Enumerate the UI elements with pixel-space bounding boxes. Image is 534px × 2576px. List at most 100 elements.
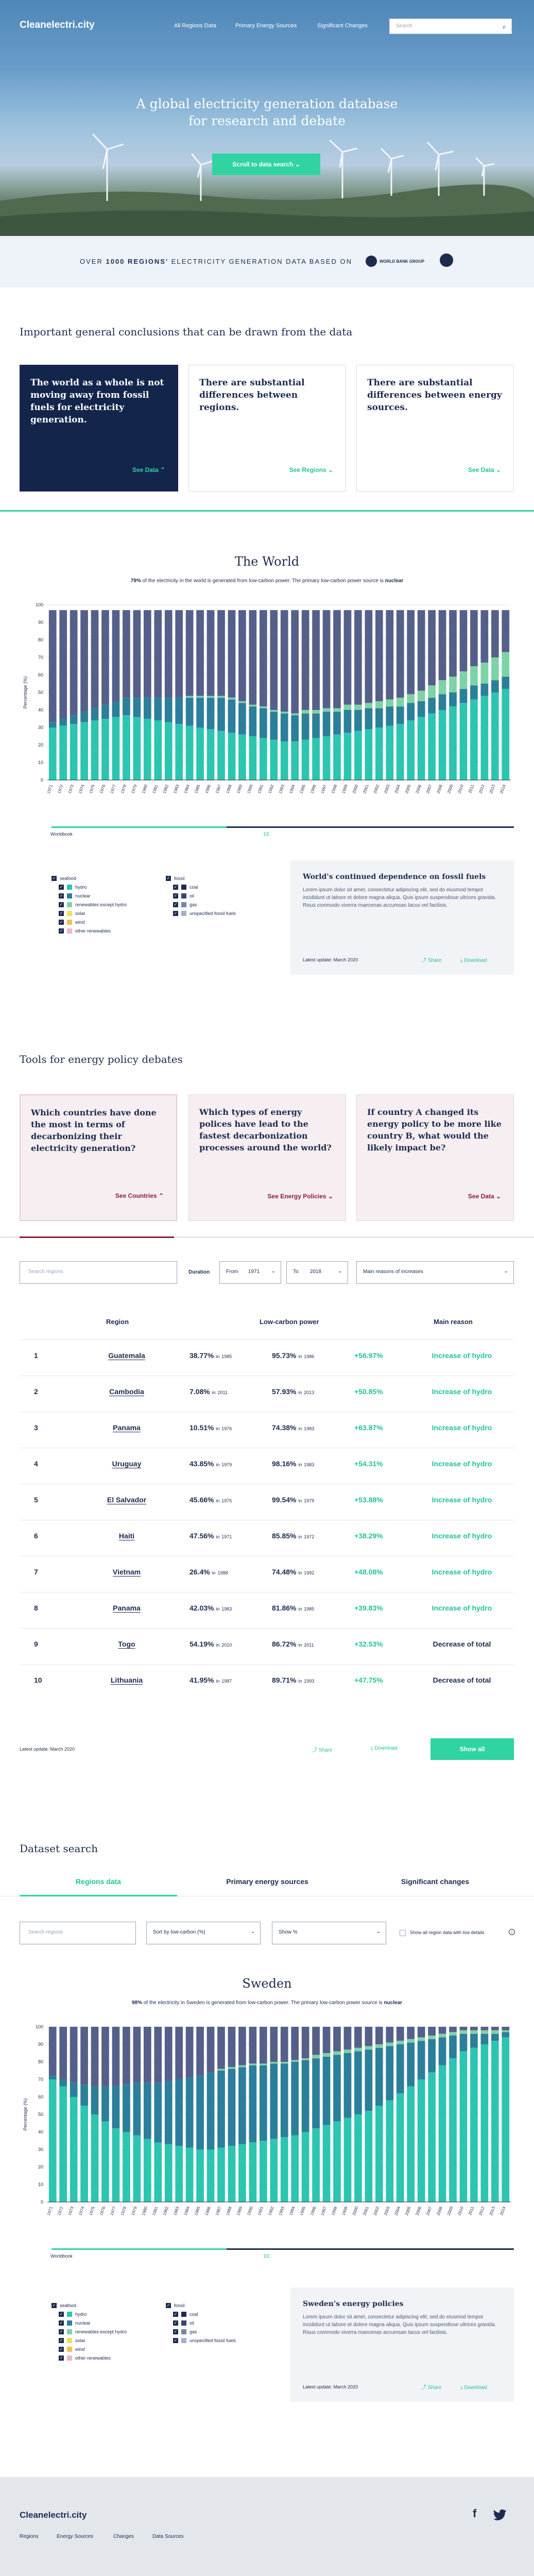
region-link[interactable]: El Salvador [107, 1496, 147, 1504]
table-row[interactable]: 3 Panama 10.51% in 1976 74.38% in 1983 +63.8… [20, 1412, 514, 1443]
legend-checkbox[interactable]: ✓ [166, 875, 171, 881]
legend-checkbox[interactable]: ✓ [59, 902, 64, 907]
search-input[interactable]: Search ⌕ [389, 19, 512, 34]
legend-item[interactable]: ✓ hydro [59, 2311, 87, 2317]
legend-checkbox[interactable]: ✓ [166, 2302, 171, 2308]
table-row[interactable]: 10 Lithuania 41.95% in 1987 89.71% in 1993 +… [20, 1664, 514, 1695]
legend-item[interactable]: ✓ coal [173, 884, 198, 890]
legend-checkbox[interactable]: ✓ [59, 910, 64, 916]
see-data-link[interactable]: See Data ⌃ [132, 466, 165, 473]
region-link[interactable]: Cambodia [109, 1387, 144, 1396]
table-row[interactable]: 4 Uruguay 43.85% in 1979 98.16% in 1983 +54.… [20, 1448, 514, 1479]
see-countries-link[interactable]: See Countries ⌃ [115, 1192, 164, 1199]
legend-item[interactable]: ✓ unspecified fossil fuels [173, 910, 236, 916]
see-data-link[interactable]: See Data ⌄ [468, 1193, 501, 1200]
legend-item[interactable]: ✓ oil [173, 893, 195, 899]
legend-item[interactable]: ✓ other renewables [59, 2355, 111, 2361]
legend-checkbox[interactable]: ✓ [51, 875, 57, 881]
legend-item[interactable]: ✓ seafood [51, 875, 77, 881]
region-search-input[interactable]: Search regions [20, 1261, 177, 1284]
legend-item[interactable]: ✓ seafood [51, 2302, 77, 2308]
legend-checkbox[interactable]: ✓ [173, 2320, 178, 2326]
nav-primary-energy[interactable]: Primary Energy Sources [235, 23, 297, 29]
legend-checkbox[interactable]: ✓ [173, 884, 178, 890]
conclusion-card-1[interactable]: The world as a whole is not moving away … [20, 365, 178, 492]
region-link[interactable]: Haiti [118, 1532, 135, 1540]
facebook-icon[interactable]: f [473, 2507, 477, 2520]
to-year-select[interactable]: To 2018 ⌄ [286, 1261, 348, 1284]
legend-checkbox[interactable]: ✓ [59, 928, 64, 934]
legend-item[interactable]: ✓ gas [173, 902, 197, 907]
legend-item[interactable]: ✓ nuclear [59, 2320, 91, 2326]
reason-select[interactable]: Main reasons of increases ⌄ [356, 1261, 514, 1284]
footer-link-energy[interactable]: Energy Sources [57, 2534, 94, 2539]
conclusion-card-2[interactable]: There are substantial differences betwee… [188, 365, 346, 492]
table-row[interactable]: 7 Vietnam 26.4% in 1988 74.48% in 1992 +48.0… [20, 1556, 514, 1587]
scroll-to-search-button[interactable]: Scroll to data search ⌄ [212, 154, 320, 175]
legend-checkbox[interactable]: ✓ [173, 893, 178, 899]
show-all-button[interactable]: Show all [430, 1738, 514, 1760]
conclusion-card-3[interactable]: There are substantial differences betwee… [356, 365, 514, 492]
search-icon[interactable]: ⌕ [502, 23, 506, 30]
see-regions-link[interactable]: See Regions ⌄ [289, 466, 333, 473]
footer-link-changes[interactable]: Changes [113, 2534, 134, 2539]
table-row[interactable]: 1 Guatemala 38.77% in 1985 95.73% in 1986 +5… [20, 1340, 514, 1370]
nav-significant-changes[interactable]: Significant Changes [317, 23, 368, 29]
legend-checkbox[interactable]: ✓ [59, 893, 64, 899]
legend-item[interactable]: ✓ renewables except hydro [59, 902, 127, 907]
info-icon[interactable]: i [509, 1929, 515, 1935]
region-link[interactable]: Panama [113, 1604, 141, 1612]
footer-link-regions[interactable]: Regions [20, 2534, 39, 2539]
region-link[interactable]: Guatemala [108, 1351, 145, 1360]
legend-checkbox[interactable]: ✓ [59, 2337, 64, 2343]
legend-checkbox[interactable]: ✓ [59, 2346, 64, 2352]
low-details-checkbox[interactable] [400, 1930, 406, 1936]
legend-checkbox[interactable]: ✓ [59, 2329, 64, 2334]
legend-checkbox[interactable]: ✓ [173, 910, 178, 916]
dataset-search-input[interactable]: Search regions [20, 1922, 136, 1944]
legend-item[interactable]: ✓ coal [173, 2311, 198, 2317]
legend-checkbox[interactable]: ✓ [59, 2311, 64, 2317]
legend-checkbox[interactable]: ✓ [59, 884, 64, 890]
legend-item[interactable]: ✓ solar [59, 910, 85, 916]
from-year-select[interactable]: From 1971 ⌄ [219, 1261, 281, 1284]
table-row[interactable]: 2 Cambodia 7.08% in 2011 57.93% in 2013 +50.… [20, 1376, 514, 1406]
legend-item[interactable]: ✓ nuclear [59, 893, 91, 899]
table-row[interactable]: 9 Togo 54.19% in 2010 86.72% in 2011 +32.53%… [20, 1628, 514, 1659]
legend-checkbox[interactable]: ✓ [59, 2320, 64, 2326]
nav-all-regions[interactable]: All Regions Data [174, 23, 216, 29]
table-row[interactable]: 8 Panama 42.03% in 1983 81.86% in 1985 +39.8… [20, 1592, 514, 1623]
legend-checkbox[interactable]: ✓ [173, 2311, 178, 2317]
legend-item[interactable]: ✓ fossil [166, 875, 185, 881]
download-button[interactable]: ⤓ Download [460, 958, 487, 963]
region-link[interactable]: Lithuania [110, 1676, 143, 1684]
tab-significant-changes[interactable]: Significant changes [401, 1877, 470, 1886]
range-slider-track[interactable] [51, 2248, 514, 2250]
tab-primary-sources[interactable]: Primary energy sources [226, 1877, 308, 1886]
legend-item[interactable]: ✓ gas [173, 2329, 197, 2334]
tab-regions-data[interactable]: Regions data [76, 1877, 121, 1886]
show-select[interactable]: Show % ⌄ [272, 1922, 386, 1944]
region-link[interactable]: Uruguay [112, 1460, 142, 1468]
twitter-icon[interactable] [493, 2509, 507, 2520]
legend-item[interactable]: ✓ renewables except hydro [59, 2329, 127, 2334]
region-link[interactable]: Togo [118, 1640, 135, 1648]
legend-item[interactable]: ✓ wind [59, 2346, 85, 2352]
table-row[interactable]: 5 El Salvador 45.66% in 1975 99.54% in 1979… [20, 1484, 514, 1515]
region-link[interactable]: Vietnam [112, 1568, 141, 1576]
legend-item[interactable]: ✓ oil [173, 2320, 195, 2326]
legend-item[interactable]: ✓ solar [59, 2337, 85, 2343]
see-data-link[interactable]: See Data ⌄ [468, 466, 501, 473]
legend-checkbox[interactable]: ✓ [173, 2337, 178, 2343]
legend-checkbox[interactable]: ✓ [173, 2329, 178, 2334]
legend-checkbox[interactable]: ✓ [59, 2355, 64, 2361]
legend-item[interactable]: ✓ unspecified fossil fuels [173, 2337, 236, 2343]
footer-link-sources[interactable]: Data Sources [152, 2534, 184, 2539]
share-button[interactable]: ⤴ Share [421, 958, 442, 963]
tool-card-2[interactable]: Which types of energy polices have lead … [188, 1094, 346, 1221]
see-energy-policies-link[interactable]: See Energy Policies ⌄ [267, 1193, 333, 1200]
region-link[interactable]: Panama [113, 1423, 141, 1432]
legend-item[interactable]: ✓ fossil [166, 2302, 185, 2308]
range-slider-track[interactable] [51, 826, 514, 828]
table-row[interactable]: 6 Haiti 47.56% in 1971 85.85% in 1972 +38.29… [20, 1520, 514, 1551]
